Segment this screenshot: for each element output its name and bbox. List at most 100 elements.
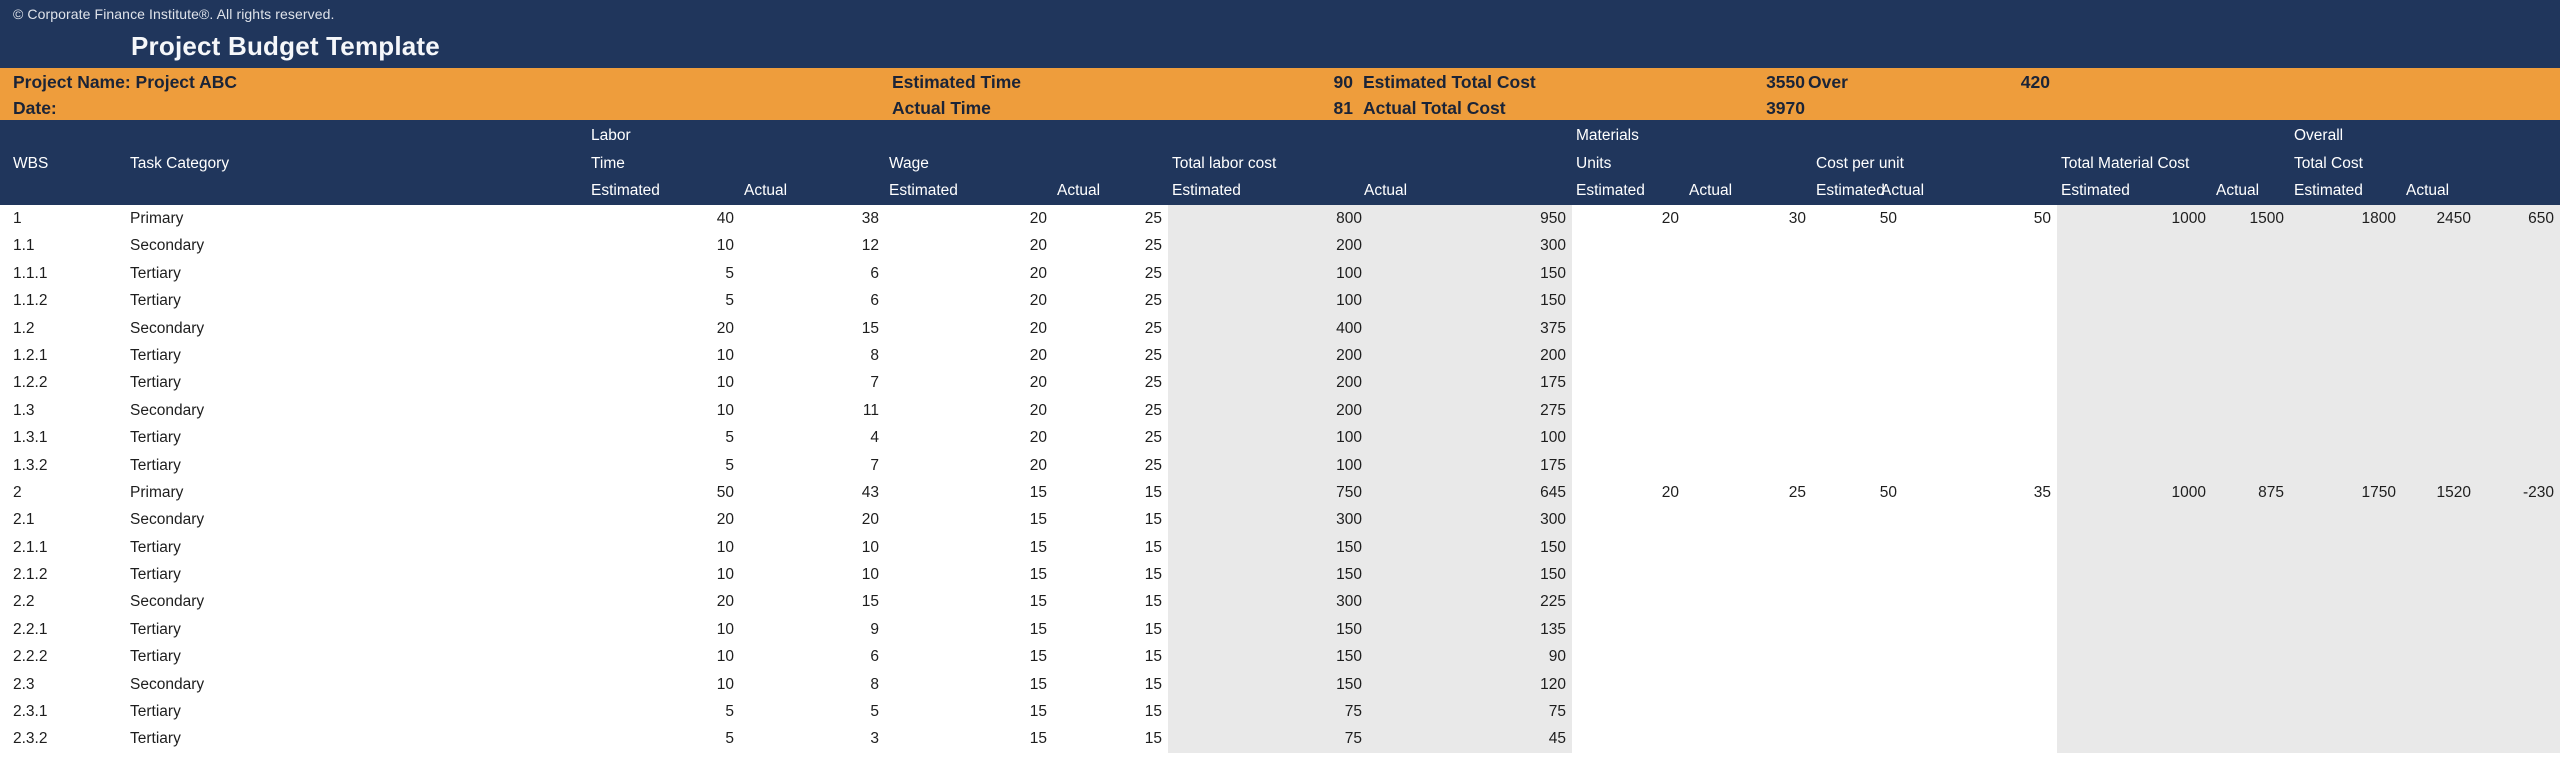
cell-overall-total-cost-estimated[interactable] (2290, 615, 2402, 644)
cell-overall-total-cost-actual[interactable] (2402, 533, 2477, 562)
cell-labor-time-estimated[interactable]: 10 (716, 401, 734, 419)
cell-total-labor-cost-actual[interactable]: 120 (1368, 670, 1572, 699)
cell-wage-actual[interactable]: 25 (1144, 237, 1162, 255)
cell-overall-total-cost-estimated[interactable] (2290, 506, 2402, 534)
cell-wage-estimated[interactable]: 15 (1029, 730, 1047, 748)
cell-overall-total-cost-actual[interactable] (2402, 561, 2477, 589)
cell-cost-per-unit-actual[interactable] (1903, 616, 2057, 643)
cell-total-labor-cost-estimated[interactable]: 300 (1168, 506, 1368, 534)
cell-wage-estimated[interactable]: 15 (1029, 675, 1047, 693)
cell-overall-total-cost-estimated[interactable] (2290, 588, 2402, 616)
cell-cost-per-unit-actual[interactable] (1903, 369, 2057, 396)
cell-labor-time-actual[interactable]: 10 (861, 566, 879, 584)
cell-total-material-cost-estimated[interactable] (2057, 615, 2212, 644)
cell-wage-actual[interactable]: 15 (1144, 593, 1162, 611)
cell-materials-units-actual[interactable] (1685, 369, 1812, 396)
cell-over[interactable] (2477, 698, 2560, 726)
cell-total-material-cost-estimated[interactable]: 1000 (2057, 205, 2212, 233)
cell-wbs[interactable]: 1.2 (13, 319, 35, 337)
header-total-labor-cost[interactable]: Total labor cost (1172, 154, 1277, 172)
cell-wage-estimated[interactable]: 20 (1029, 264, 1047, 282)
cell-wbs[interactable]: 1 (13, 210, 22, 227)
cell-wage-actual[interactable]: 25 (1144, 319, 1162, 337)
cell-labor-time-estimated[interactable]: 5 (725, 703, 734, 721)
cell-materials-units-estimated[interactable] (1572, 260, 1685, 287)
cell-cost-per-unit-estimated[interactable] (1812, 698, 1903, 725)
cell-total-labor-cost-estimated[interactable]: 150 (1168, 643, 1368, 671)
cell-total-labor-cost-actual[interactable]: 150 (1368, 561, 1572, 589)
cell-total-labor-cost-estimated[interactable]: 400 (1168, 314, 1368, 342)
cell-total-labor-cost-actual[interactable]: 200 (1368, 341, 1572, 370)
cell-materials-units-estimated[interactable] (1572, 698, 1685, 725)
cell-total-labor-cost-actual[interactable]: 950 (1368, 205, 1572, 233)
cell-total-labor-cost-estimated[interactable]: 200 (1168, 232, 1368, 260)
header-total-labor-cost-actual[interactable]: Actual (1364, 182, 1408, 199)
cell-cost-per-unit-estimated[interactable] (1812, 506, 1903, 533)
cell-cost-per-unit-estimated[interactable] (1812, 369, 1903, 396)
cell-cost-per-unit-actual[interactable] (1903, 452, 2057, 479)
cell-materials-units-actual[interactable]: 25 (1788, 483, 1806, 501)
cell-over[interactable] (2477, 369, 2560, 397)
header-labor-time-estimated[interactable]: Estimated (591, 182, 660, 199)
header-cost-per-unit-actual[interactable]: Actual (1881, 182, 1925, 199)
cell-labor-time-estimated[interactable]: 20 (716, 319, 734, 337)
cell-total-material-cost-estimated[interactable] (2057, 287, 2212, 315)
cell-total-material-cost-actual[interactable] (2212, 506, 2290, 534)
cell-wage-actual[interactable]: 25 (1144, 292, 1162, 310)
cell-over[interactable] (2477, 451, 2560, 479)
cell-labor-time-estimated[interactable]: 5 (725, 429, 734, 447)
cell-total-labor-cost-actual[interactable]: 150 (1368, 533, 1572, 562)
cell-cost-per-unit-actual[interactable] (1903, 506, 2057, 533)
cell-cost-per-unit-actual[interactable] (1903, 424, 2057, 451)
cell-over[interactable] (2477, 232, 2560, 260)
cell-cost-per-unit-actual[interactable] (1903, 561, 2057, 588)
cell-task-category[interactable]: Tertiary (130, 264, 181, 282)
actual-time-value[interactable]: 81 (1333, 98, 1353, 118)
cell-labor-time-estimated[interactable]: 10 (716, 237, 734, 255)
cell-total-labor-cost-actual[interactable]: 135 (1368, 615, 1572, 644)
cell-overall-total-cost-actual[interactable]: 1520 (2402, 478, 2477, 507)
cell-labor-time-estimated[interactable]: 5 (725, 264, 734, 282)
cell-overall-total-cost-estimated[interactable] (2290, 424, 2402, 452)
cell-overall-total-cost-estimated[interactable] (2290, 561, 2402, 589)
cell-wage-actual[interactable]: 25 (1144, 210, 1162, 227)
cell-total-material-cost-actual[interactable] (2212, 341, 2290, 370)
cell-total-material-cost-actual[interactable] (2212, 725, 2290, 753)
cell-labor-time-estimated[interactable]: 10 (716, 346, 734, 364)
cell-cost-per-unit-estimated[interactable]: 50 (1879, 210, 1897, 227)
cell-total-labor-cost-actual[interactable]: 375 (1368, 314, 1572, 342)
cell-materials-units-actual[interactable] (1685, 561, 1812, 588)
cell-total-material-cost-actual[interactable] (2212, 259, 2290, 288)
cell-labor-time-estimated[interactable]: 10 (716, 374, 734, 392)
cell-over[interactable] (2477, 725, 2560, 753)
cell-wbs[interactable]: 1.2.2 (13, 374, 48, 392)
cell-task-category[interactable]: Tertiary (130, 648, 181, 666)
cell-overall-total-cost-actual[interactable] (2402, 341, 2477, 370)
cell-total-material-cost-estimated[interactable] (2057, 506, 2212, 534)
cell-over[interactable] (2477, 588, 2560, 616)
cell-cost-per-unit-actual[interactable] (1903, 671, 2057, 698)
cell-materials-units-actual[interactable] (1685, 260, 1812, 287)
cell-overall-total-cost-actual[interactable] (2402, 506, 2477, 534)
cell-over[interactable] (2477, 506, 2560, 534)
cell-total-material-cost-estimated[interactable] (2057, 588, 2212, 616)
header-overall-total-cost-estimated[interactable]: Estimated (2294, 182, 2363, 199)
cell-over[interactable] (2477, 287, 2560, 315)
cell-wage-estimated[interactable]: 20 (1029, 210, 1047, 227)
cell-wage-estimated[interactable]: 20 (1029, 292, 1047, 310)
cell-materials-units-estimated[interactable] (1572, 424, 1685, 451)
cell-total-material-cost-actual[interactable] (2212, 670, 2290, 699)
cell-materials-units-actual[interactable] (1685, 397, 1812, 424)
cell-materials-units-estimated[interactable] (1572, 534, 1685, 561)
header-cost-per-unit[interactable]: Cost per unit (1816, 154, 1904, 172)
cell-total-labor-cost-estimated[interactable]: 800 (1168, 205, 1368, 233)
cell-labor-time-estimated[interactable]: 20 (716, 511, 734, 529)
cell-task-category[interactable]: Secondary (130, 319, 205, 337)
cell-cost-per-unit-estimated[interactable] (1812, 232, 1903, 259)
cell-over[interactable] (2477, 670, 2560, 699)
cell-total-labor-cost-estimated[interactable]: 100 (1168, 259, 1368, 288)
cell-total-material-cost-actual[interactable] (2212, 369, 2290, 397)
cell-materials-units-estimated[interactable] (1572, 342, 1685, 369)
cell-overall-total-cost-estimated[interactable]: 1750 (2290, 478, 2402, 507)
header-overall-total-cost[interactable]: Total Cost (2294, 154, 2363, 172)
